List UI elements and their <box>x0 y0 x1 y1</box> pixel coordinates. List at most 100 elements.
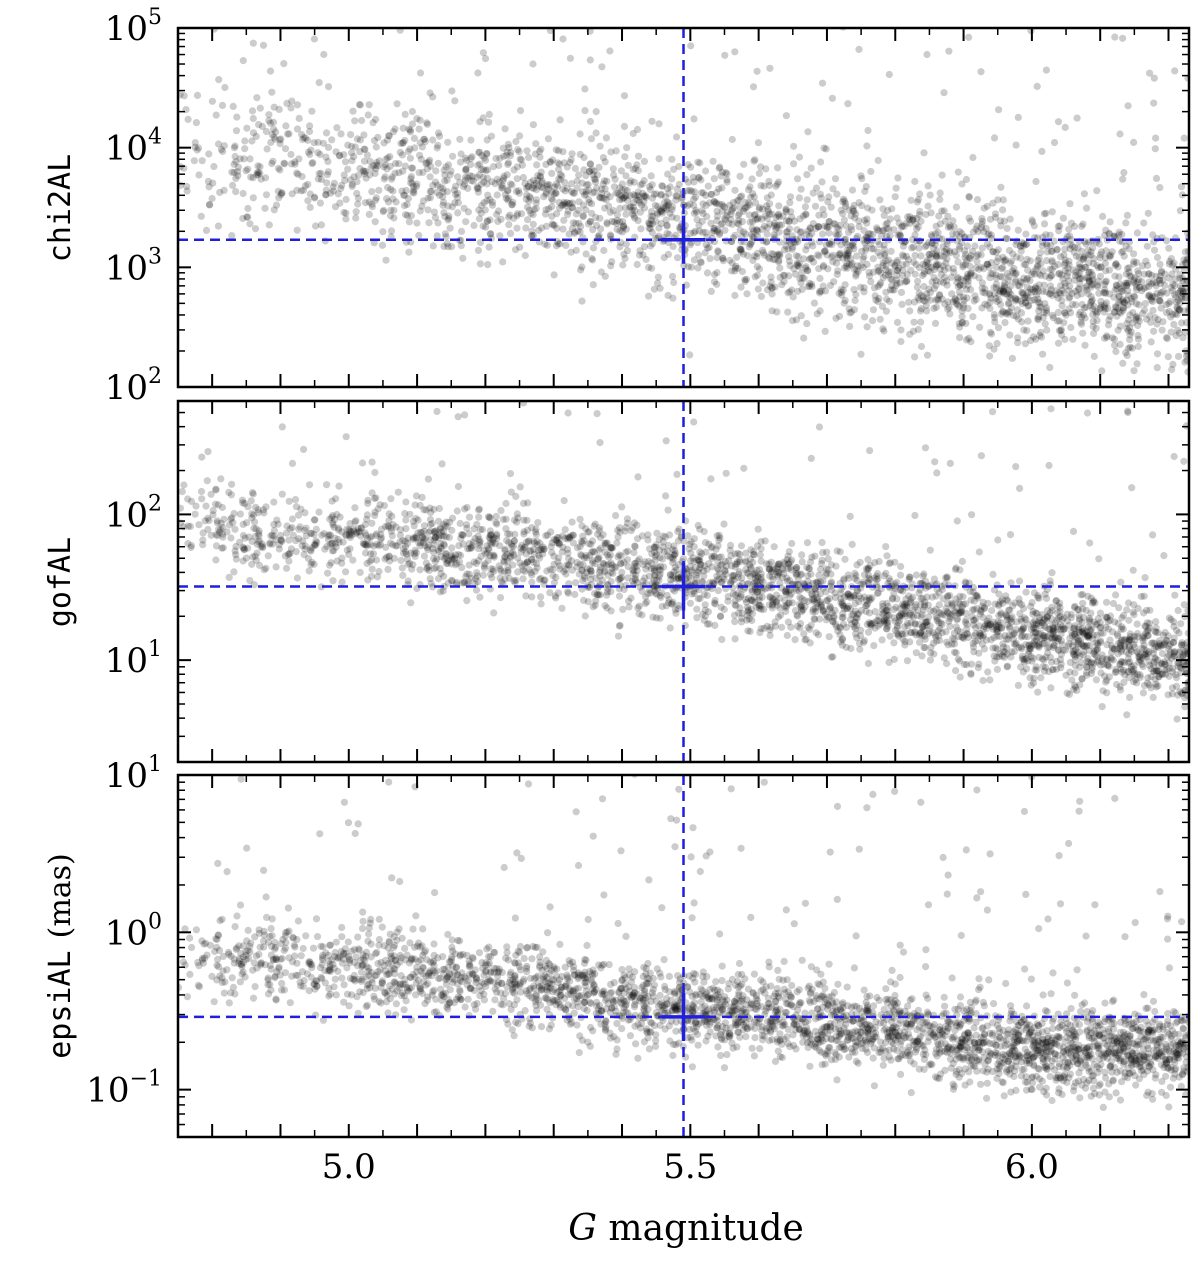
data-point <box>1111 286 1119 294</box>
data-point <box>880 572 888 580</box>
data-point <box>1120 642 1129 650</box>
data-point <box>1017 254 1025 262</box>
data-point <box>1047 634 1055 642</box>
data-point <box>668 206 676 214</box>
data-point <box>664 599 673 607</box>
data-point <box>858 175 866 183</box>
data-point <box>1104 661 1112 669</box>
data-point <box>1018 617 1026 625</box>
data-point <box>935 632 943 640</box>
data-point <box>776 333 783 340</box>
data-point <box>1134 267 1142 275</box>
data-point <box>1090 659 1098 668</box>
data-point <box>272 563 280 571</box>
data-point <box>544 135 553 143</box>
data-point <box>702 191 710 199</box>
data-point <box>827 579 835 587</box>
data-point <box>505 221 513 229</box>
data-point <box>647 212 655 220</box>
data-point <box>437 544 445 553</box>
data-point <box>730 576 738 584</box>
data-point <box>346 545 354 553</box>
data-point <box>883 619 891 627</box>
data-point <box>1130 276 1138 284</box>
data-point <box>738 192 746 200</box>
data-point <box>1145 278 1153 286</box>
data-point <box>1183 356 1189 364</box>
data-point <box>882 288 890 296</box>
data-point <box>893 622 901 630</box>
data-point <box>1041 615 1049 623</box>
data-point <box>275 105 283 113</box>
data-point <box>1035 254 1043 262</box>
data-point <box>350 153 358 161</box>
data-point <box>1152 624 1160 632</box>
data-point <box>1014 334 1022 342</box>
data-point <box>243 213 251 221</box>
data-point <box>596 572 604 580</box>
data-point <box>311 516 319 524</box>
data-point <box>646 586 654 594</box>
data-point <box>254 506 262 514</box>
data-point <box>831 593 840 602</box>
data-point <box>1169 287 1177 295</box>
data-point <box>484 191 492 199</box>
data-point <box>1115 231 1123 239</box>
data-point <box>516 155 524 163</box>
data-point <box>1065 640 1073 648</box>
data-point <box>368 489 376 497</box>
data-point <box>448 577 456 585</box>
data-point <box>1001 256 1010 264</box>
data-point <box>429 136 437 144</box>
data-point <box>1140 609 1148 617</box>
data-point <box>522 184 531 192</box>
data-point <box>997 618 1005 627</box>
data-point <box>658 182 666 190</box>
data-point <box>408 565 416 573</box>
data-point <box>814 223 823 231</box>
data-point <box>501 125 509 133</box>
data-point <box>1034 295 1042 303</box>
data-point <box>702 241 710 249</box>
data-point <box>579 532 587 540</box>
data-point <box>797 185 805 193</box>
data-point <box>399 167 407 175</box>
data-point <box>741 198 749 206</box>
data-point <box>568 180 576 188</box>
data-point <box>275 541 283 549</box>
data-point <box>1172 671 1180 679</box>
data-point <box>853 266 861 274</box>
data-point <box>817 194 826 202</box>
data-point <box>212 531 220 539</box>
data-point <box>323 179 331 187</box>
data-point <box>451 561 460 569</box>
data-point <box>964 304 972 312</box>
data-point <box>759 279 767 287</box>
data-point <box>569 189 577 197</box>
data-point <box>1017 643 1025 651</box>
data-point <box>504 159 513 167</box>
data-point <box>539 184 547 192</box>
data-point <box>879 274 887 282</box>
data-point <box>1105 229 1113 237</box>
data-point <box>849 207 857 215</box>
data-point <box>647 565 656 573</box>
data-point <box>1102 613 1110 621</box>
data-point <box>251 532 259 541</box>
data-point <box>1126 331 1134 339</box>
data-point <box>875 294 883 303</box>
data-point <box>633 161 641 169</box>
data-point <box>770 543 778 551</box>
data-point <box>790 142 798 150</box>
data-point <box>1057 625 1065 634</box>
data-point <box>841 251 850 259</box>
data-point <box>1146 69 1154 77</box>
data-point <box>653 210 662 218</box>
data-point <box>946 249 954 257</box>
data-point <box>1090 255 1098 263</box>
data-point <box>758 215 766 223</box>
data-point <box>1072 683 1080 691</box>
data-point <box>1128 298 1136 306</box>
data-point <box>532 199 540 207</box>
data-point <box>1105 230 1113 238</box>
